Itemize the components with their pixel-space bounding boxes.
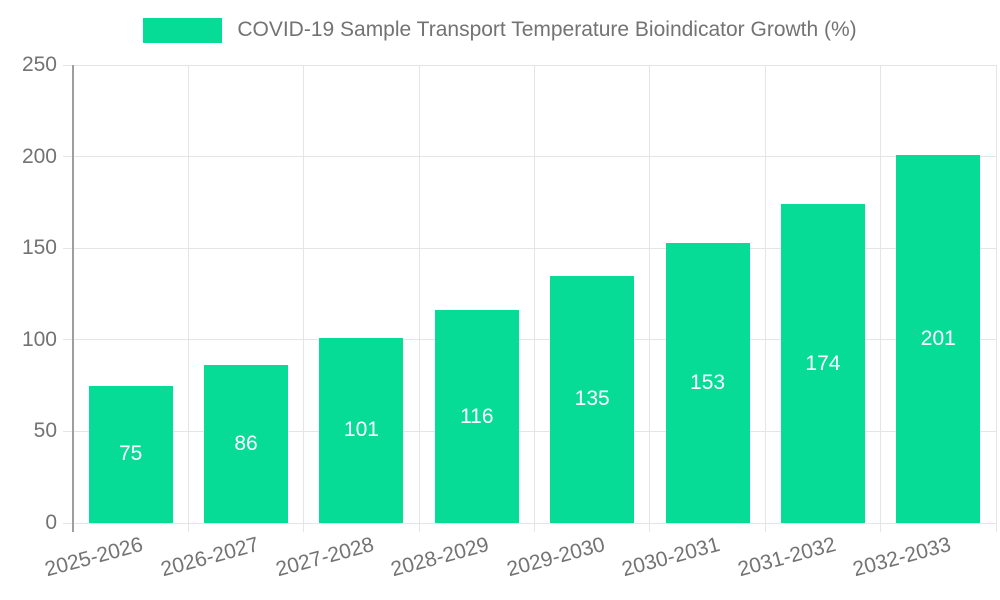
y-axis-tick-label: 150 [21, 236, 57, 260]
x-axis-category-label: 2032-2033 [850, 533, 954, 582]
bar-value-label: 116 [460, 404, 494, 428]
bar-value-label: 153 [690, 370, 726, 394]
y-axis-tick [63, 339, 73, 341]
bar[interactable]: 86 [204, 365, 289, 523]
bar[interactable]: 174 [780, 204, 865, 523]
bar-value-label: 75 [119, 442, 143, 466]
x-gridline [303, 65, 305, 523]
y-axis-line [72, 65, 74, 532]
y-axis-tick [63, 430, 73, 432]
x-axis-tick [418, 523, 420, 532]
x-axis-category-label: 2028-2029 [388, 533, 492, 582]
bar-value-label: 174 [805, 351, 841, 375]
x-axis-tick [764, 523, 766, 532]
bar[interactable]: 75 [88, 385, 173, 523]
bar[interactable]: 101 [319, 337, 404, 523]
x-gridline [534, 65, 535, 523]
x-axis-category-label: 2030-2031 [619, 533, 723, 582]
x-axis-category-label: 2026-2027 [158, 533, 262, 582]
x-axis-tick [187, 523, 189, 532]
y-axis-tick [63, 156, 73, 158]
bar[interactable]: 153 [665, 242, 750, 523]
legend-swatch [143, 17, 223, 43]
legend-label: COVID-19 Sample Transport Temperature Bi… [237, 18, 857, 41]
x-axis-tick [880, 523, 882, 532]
bar[interactable]: 201 [896, 154, 981, 523]
bar-value-label: 101 [343, 418, 379, 442]
y-axis-tick-label: 200 [21, 144, 57, 168]
x-axis-tick [303, 523, 305, 532]
x-gridline [880, 65, 882, 523]
legend[interactable]: COVID-19 Sample Transport Temperature Bi… [0, 14, 1000, 46]
x-axis-tick [649, 523, 651, 532]
bar[interactable]: 116 [434, 310, 519, 523]
x-axis-tick [534, 523, 535, 532]
x-axis-tick [995, 523, 997, 532]
x-axis-category-label: 2031-2032 [734, 533, 838, 582]
y-axis-tick-label: 0 [45, 511, 57, 534]
x-gridline [764, 65, 766, 523]
y-axis-tick [63, 522, 73, 524]
y-axis-tick-label: 50 [33, 419, 57, 443]
x-axis-category-label: 2027-2028 [273, 533, 377, 582]
x-gridline [187, 65, 189, 523]
x-gridline [418, 65, 420, 523]
y-axis-tick [63, 64, 73, 66]
bar[interactable]: 135 [550, 275, 635, 523]
x-axis-category-label: 2029-2030 [504, 533, 608, 582]
bar-value-label: 201 [920, 326, 956, 350]
bar-value-label: 86 [234, 432, 258, 456]
x-axis-category-label: 2025-2026 [42, 533, 146, 582]
bar-value-label: 135 [574, 387, 610, 411]
x-gridline [649, 65, 651, 523]
y-axis-tick-label: 250 [21, 53, 57, 76]
x-gridline [995, 65, 997, 523]
y-axis-tick-label: 100 [21, 327, 57, 351]
y-axis-tick [63, 247, 73, 249]
